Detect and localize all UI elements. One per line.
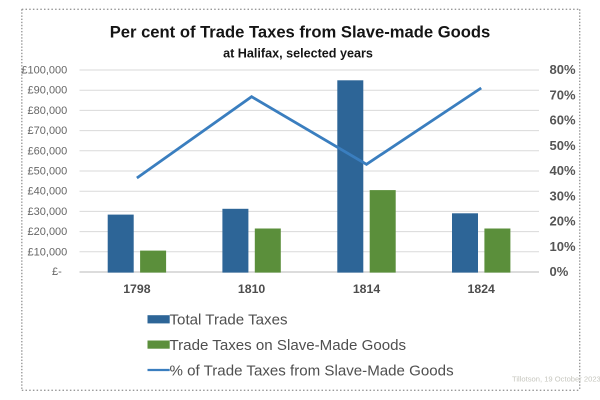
svg-text:£10,000: £10,000 — [28, 246, 68, 258]
svg-text:40%: 40% — [550, 163, 576, 178]
svg-text:1814: 1814 — [353, 282, 381, 296]
svg-text:80%: 80% — [550, 62, 576, 77]
svg-text:0%: 0% — [550, 264, 569, 279]
svg-text:£-: £- — [52, 266, 62, 278]
svg-text:£30,000: £30,000 — [28, 206, 68, 218]
svg-text:Per cent of Trade Taxes from S: Per cent of Trade Taxes from Slave-made … — [110, 23, 491, 42]
svg-text:1810: 1810 — [238, 282, 266, 296]
svg-text:60%: 60% — [550, 113, 576, 128]
svg-text:£50,000: £50,000 — [28, 166, 68, 178]
svg-text:£40,000: £40,000 — [28, 186, 68, 198]
svg-text:Trade Taxes on Slave-Made Good: Trade Taxes on Slave-Made Goods — [170, 337, 407, 354]
svg-text:£60,000: £60,000 — [28, 145, 68, 157]
svg-text:30%: 30% — [550, 188, 576, 203]
svg-text:Tillotson, 19 October 2023: Tillotson, 19 October 2023 — [512, 374, 600, 383]
svg-text:50%: 50% — [550, 138, 576, 153]
svg-text:Total Trade Taxes: Total Trade Taxes — [170, 312, 288, 329]
svg-text:1824: 1824 — [468, 282, 496, 296]
svg-text:£90,000: £90,000 — [28, 85, 68, 97]
svg-text:20%: 20% — [550, 214, 576, 229]
svg-text:£100,000: £100,000 — [21, 65, 67, 77]
svg-text:£80,000: £80,000 — [28, 105, 68, 117]
svg-text:1798: 1798 — [123, 282, 151, 296]
svg-text:£70,000: £70,000 — [28, 125, 68, 137]
svg-text:70%: 70% — [550, 87, 576, 102]
svg-text:% of Trade Taxes from Slave-Ma: % of Trade Taxes from Slave-Made Goods — [170, 362, 454, 379]
svg-text:£20,000: £20,000 — [28, 226, 68, 238]
svg-text:at Halifax, selected years: at Halifax, selected years — [223, 47, 373, 61]
svg-text:10%: 10% — [550, 239, 576, 254]
